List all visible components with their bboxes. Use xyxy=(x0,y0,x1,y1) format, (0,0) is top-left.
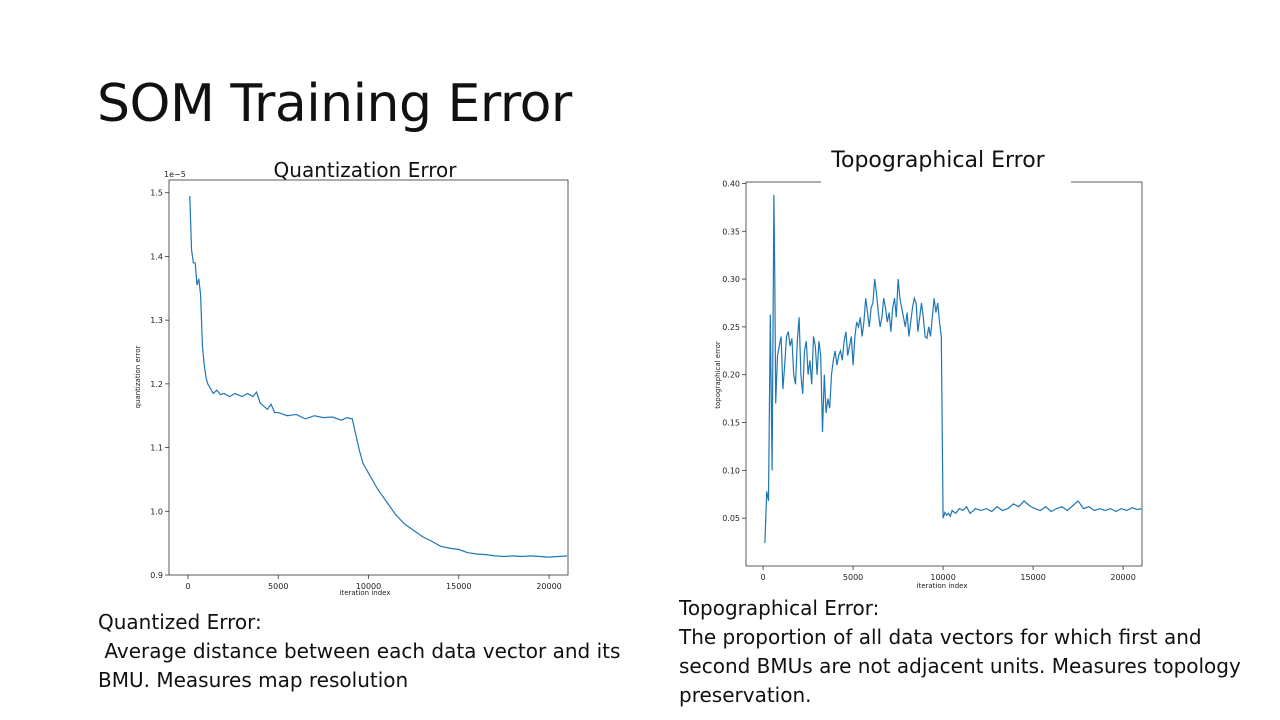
y-tick-label: 0.40 xyxy=(722,179,740,188)
x-tick-label: 10000 xyxy=(356,582,381,591)
x-tick-label: 0 xyxy=(761,573,766,582)
y-tick-label: 0.25 xyxy=(722,323,740,332)
x-tick-label: 0 xyxy=(185,582,190,591)
x-tick-label: 10000 xyxy=(930,573,955,582)
x-tick-label: 20000 xyxy=(1110,573,1135,582)
quantization-error-chart: Quantization Error 1e−5 0 5000 10000 15000 2… xyxy=(134,158,569,597)
left-caption-body: Average distance between each data vecto… xyxy=(98,639,627,692)
x-tick-label: 15000 xyxy=(1020,573,1045,582)
right-caption-body: The proportion of all data vectors for w… xyxy=(679,625,1248,707)
y-tick-label: 1.4 xyxy=(150,252,163,261)
y-axis-label: quantization error xyxy=(134,345,142,408)
y-tick-label: 0.20 xyxy=(722,371,740,380)
chart-title: Quantization Error xyxy=(274,158,458,182)
plot-area xyxy=(745,181,1143,567)
y-tick-label: 0.05 xyxy=(722,514,740,523)
y-axis-label: topographical error xyxy=(714,341,722,409)
x-axis-label: iteration index xyxy=(340,589,391,597)
y-tick-label: 1.1 xyxy=(150,444,163,453)
right-caption: Topographical Error: The proportion of a… xyxy=(679,594,1249,710)
y-tick-label: 1.0 xyxy=(150,507,163,516)
y-tick-label: 0.9 xyxy=(150,571,163,580)
x-tick-label: 5000 xyxy=(843,573,863,582)
plot-area xyxy=(168,179,569,576)
x-axis-label: iteration index xyxy=(917,582,968,590)
y-offset-label: 1e−5 xyxy=(164,170,186,179)
topographical-error-chart: Topographical Error 0 5000 10000 15000 20000… xyxy=(714,148,1143,590)
y-tick-label: 1.2 xyxy=(150,380,163,389)
right-caption-heading: Topographical Error: xyxy=(679,596,880,620)
y-tick-label: 0.10 xyxy=(722,466,740,475)
y-tick-label: 1.5 xyxy=(150,189,163,198)
y-tick-label: 0.35 xyxy=(722,227,740,236)
left-caption: Quantized Error: Average distance betwee… xyxy=(98,608,628,695)
x-tick-label: 5000 xyxy=(268,582,288,591)
x-tick-label: 20000 xyxy=(536,582,561,591)
data-line xyxy=(189,195,568,558)
left-caption-heading: Quantized Error: xyxy=(98,610,262,634)
slide-title: SOM Training Error xyxy=(97,74,572,134)
y-tick-label: 1.3 xyxy=(150,316,163,325)
chart-title: Topographical Error xyxy=(830,148,1045,173)
x-tick-label: 15000 xyxy=(446,582,471,591)
y-tick-label: 0.30 xyxy=(722,275,740,284)
title-background xyxy=(821,160,1071,188)
data-line xyxy=(764,194,1142,544)
y-tick-label: 0.15 xyxy=(722,419,740,428)
